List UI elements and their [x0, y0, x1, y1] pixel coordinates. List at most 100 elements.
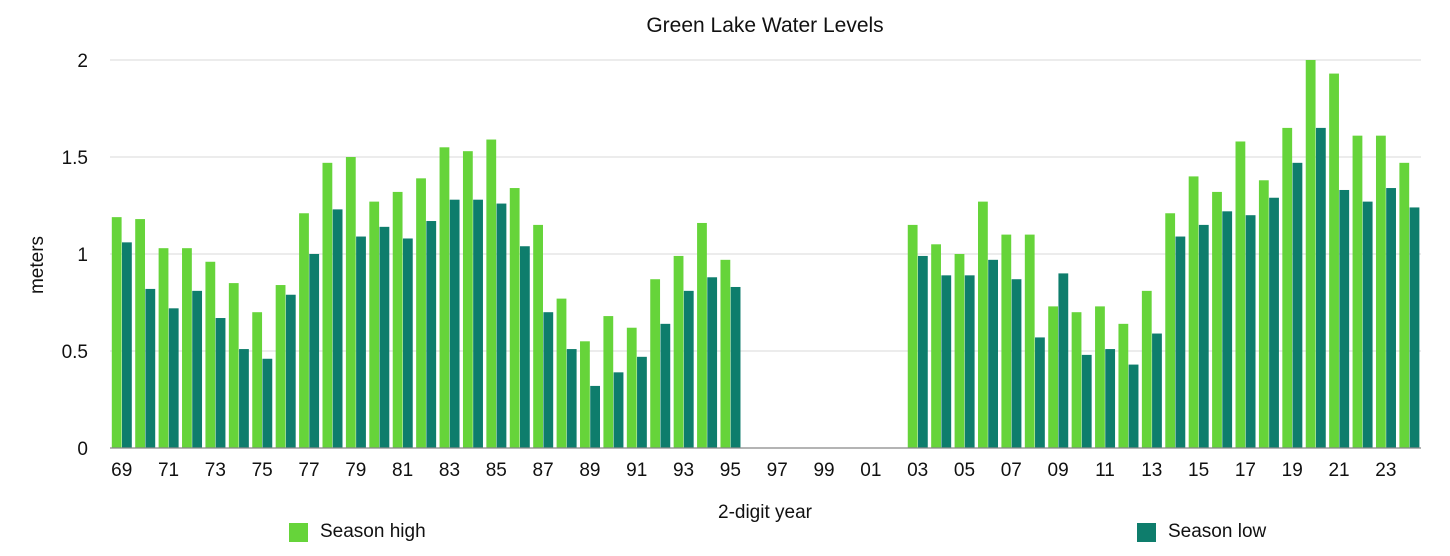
x-tick-label: 81: [392, 460, 413, 481]
bar-season-high-72: [182, 248, 192, 448]
bar-season-high-04: [931, 244, 941, 448]
legend-label-season-low: Season low: [1168, 521, 1267, 542]
x-axis-tick-labels: 69 71 73 75 77 79 81 83 85 87 89 91 93 95 97 99 01 03 05 07…: [111, 460, 1396, 481]
bar-season-high-87: [533, 224, 543, 448]
bar-season-low-78: [332, 209, 343, 448]
bar-season-low-79: [356, 236, 366, 448]
bar-season-low-77: [309, 254, 320, 448]
bar-season-low-10: [1081, 354, 1092, 448]
x-axis-label: 2-digit year: [718, 502, 813, 523]
x-tick-label: 93: [673, 460, 694, 481]
bar-season-low-86: [519, 246, 530, 448]
bar-season-low-73: [215, 318, 226, 448]
legend-label-season-high: Season high: [320, 521, 426, 542]
bar-season-low-16: [1222, 211, 1233, 448]
y-axis-tick-labels: 0 0.5 1 1.5 2: [62, 51, 88, 460]
legend-swatch-season-low: [1137, 522, 1156, 542]
bar-season-high-21: [1329, 73, 1339, 448]
bar-season-high-14: [1165, 213, 1176, 448]
y-tick-label: 0: [77, 439, 88, 460]
bar-season-high-85: [486, 139, 497, 449]
bar-season-high-06: [978, 201, 988, 448]
x-tick-label: 07: [1001, 460, 1022, 481]
bar-season-low-83: [449, 199, 460, 448]
bar-season-low-23: [1386, 188, 1396, 449]
x-tick-label: 83: [439, 460, 460, 481]
legend-item-season-low: Season low: [1137, 521, 1266, 543]
bar-season-high-93: [673, 255, 684, 448]
bar-season-low-06: [988, 259, 998, 448]
bar-season-low-13: [1152, 333, 1162, 448]
bar-season-high-94: [697, 222, 707, 448]
bar-season-low-09: [1058, 273, 1069, 448]
bar-season-low-93: [683, 290, 694, 448]
bar-season-high-16: [1212, 191, 1222, 449]
x-tick-label: 17: [1235, 460, 1256, 481]
bar-season-low-04: [941, 275, 952, 448]
bar-season-low-82: [426, 221, 437, 448]
bar-season-high-09: [1048, 306, 1059, 448]
x-tick-label: 79: [345, 460, 366, 481]
bar-season-high-83: [439, 147, 450, 449]
x-tick-label: 73: [205, 460, 226, 481]
bars: [111, 60, 1420, 449]
y-tick-label: 0.5: [62, 342, 88, 363]
bar-season-high-15: [1188, 176, 1199, 448]
bar-season-high-07: [1001, 234, 1012, 448]
bar-season-low-76: [285, 294, 296, 448]
chart-title: Green Lake Water Levels: [646, 14, 883, 37]
x-tick-label: 13: [1141, 460, 1162, 481]
bar-season-low-75: [262, 358, 273, 448]
x-tick-label: 95: [720, 460, 741, 481]
bar-season-low-91: [637, 356, 647, 448]
bar-season-high-11: [1095, 306, 1105, 448]
x-tick-label: 85: [486, 460, 507, 481]
bar-season-high-13: [1141, 290, 1152, 448]
bar-season-low-22: [1362, 201, 1373, 448]
x-tick-label: 01: [860, 460, 881, 481]
bar-season-low-92: [660, 323, 671, 448]
bar-season-high-75: [252, 312, 263, 448]
x-tick-label: 09: [1048, 460, 1069, 481]
bar-season-high-12: [1118, 323, 1129, 448]
x-tick-label: 19: [1282, 460, 1303, 481]
bar-season-low-87: [543, 312, 554, 448]
bar-season-high-73: [205, 261, 216, 448]
bar-season-high-76: [275, 285, 286, 448]
bar-season-low-81: [402, 238, 413, 448]
bar-season-low-15: [1198, 224, 1209, 448]
bar-season-low-11: [1105, 349, 1116, 448]
bar-season-low-89: [590, 385, 601, 448]
bar-season-high-78: [322, 162, 333, 448]
bar-season-high-05: [954, 254, 965, 448]
bar-season-high-24: [1399, 162, 1410, 448]
bar-season-high-08: [1024, 234, 1035, 448]
bar-season-high-71: [158, 248, 169, 448]
x-tick-label: 97: [767, 460, 788, 481]
bar-season-low-71: [168, 308, 179, 448]
x-tick-label: 99: [813, 460, 834, 481]
x-tick-label: 23: [1375, 460, 1396, 481]
bar-season-high-17: [1235, 141, 1246, 449]
x-tick-label: 71: [158, 460, 179, 481]
bar-season-high-86: [509, 188, 520, 449]
bar-season-high-22: [1352, 135, 1363, 448]
bar-season-high-20: [1305, 60, 1316, 448]
bar-season-low-07: [1011, 279, 1022, 448]
bar-season-high-77: [299, 213, 309, 448]
x-tick-label: 03: [907, 460, 928, 481]
bar-season-low-94: [707, 277, 718, 448]
bar-season-high-23: [1375, 135, 1386, 448]
x-tick-label: 75: [252, 460, 273, 481]
x-tick-label: 05: [954, 460, 975, 481]
bar-season-low-14: [1175, 236, 1186, 448]
bar-season-high-81: [392, 191, 403, 449]
x-tick-label: 77: [298, 460, 319, 481]
bar-season-low-70: [145, 288, 156, 448]
bar-season-high-91: [626, 327, 637, 448]
bar-season-high-80: [369, 201, 380, 448]
bar-season-low-20: [1315, 127, 1326, 449]
bar-season-high-10: [1071, 312, 1082, 448]
y-tick-label: 1.5: [62, 148, 88, 169]
